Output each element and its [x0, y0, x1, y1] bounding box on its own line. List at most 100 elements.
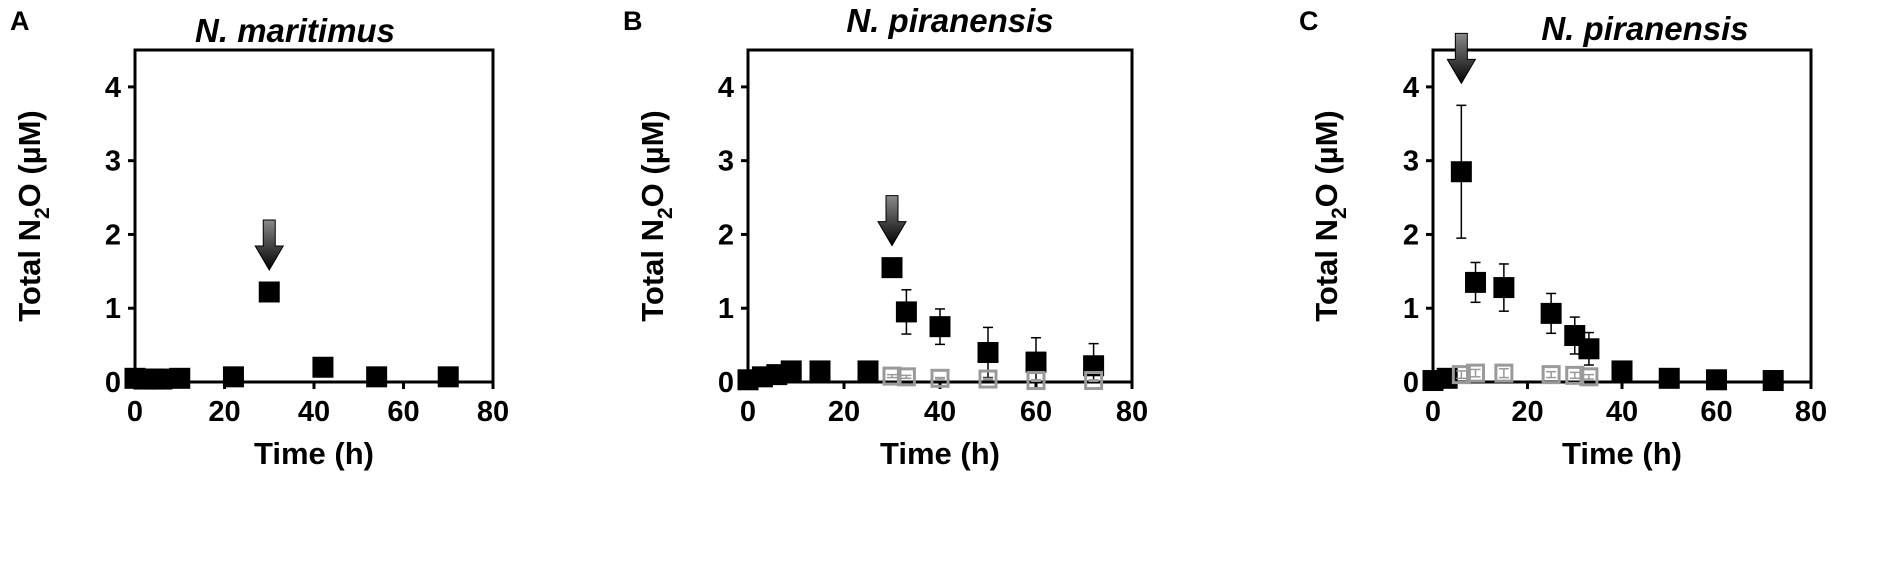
panel-letter: C — [1299, 6, 1319, 36]
y-tick-label: 0 — [1403, 367, 1419, 399]
arrow-shape — [254, 219, 285, 271]
y-axis-title-main: Total N — [12, 219, 47, 322]
panel-b: B N. piranensis 0 1 2 3 4 0 20 40 60 80 Time (h) Tota… — [615, 0, 1235, 582]
down-arrow-icon — [1446, 32, 1477, 85]
data-point-filled — [1658, 367, 1680, 389]
y-axis-title: Total N2O (µM) — [635, 110, 677, 322]
x-axis-title: Time (h) — [880, 436, 1000, 471]
data-point-filled — [1493, 277, 1515, 299]
data-point-filled — [929, 316, 951, 338]
y-axis-title-end: O (µM) — [635, 110, 670, 207]
data-point-open — [1579, 367, 1599, 387]
data-point-filled — [1762, 370, 1784, 392]
data-point-filled — [809, 360, 831, 382]
x-tick-label: 60 — [1700, 396, 1732, 428]
data-point-open — [896, 367, 916, 387]
data-point-filled — [151, 368, 173, 390]
data-point-filled — [881, 257, 903, 279]
x-tick-label: 60 — [1020, 396, 1052, 428]
data-point-open — [882, 366, 902, 386]
y-tick-label: 3 — [718, 146, 734, 178]
x-tick-label: 40 — [924, 396, 956, 428]
y-axis-title-sub: 2 — [654, 207, 677, 219]
x-tick-label: 80 — [1116, 396, 1148, 428]
x-tick-label: 20 — [828, 396, 860, 428]
y-tick-label: 3 — [105, 146, 121, 178]
data-point-filled — [895, 301, 917, 323]
data-point-open — [1494, 363, 1514, 383]
chart-title: N. piranensis — [846, 2, 1053, 39]
data-point-filled — [222, 366, 244, 388]
y-tick-label: 2 — [1403, 219, 1419, 251]
data-point-filled — [1465, 271, 1487, 293]
data-point-filled — [1025, 351, 1047, 373]
data-point-filled — [169, 367, 191, 389]
data-point-filled — [1706, 369, 1727, 391]
chart-title: N. piranensis — [1541, 10, 1748, 47]
x-tick-label: 40 — [1606, 396, 1638, 428]
y-tick-label: 4 — [105, 72, 121, 104]
data-point-filled — [1083, 355, 1105, 377]
down-arrow-icon — [877, 195, 907, 247]
data-point-filled — [312, 356, 334, 378]
down-arrow-icon — [254, 219, 285, 271]
x-tick-label: 40 — [298, 396, 330, 428]
plot-frame — [1431, 48, 1813, 384]
x-tick-label: 20 — [208, 396, 240, 428]
data-point-filled — [780, 360, 802, 382]
data-point-filled — [857, 360, 879, 382]
data-point-open — [1026, 371, 1046, 391]
y-tick-label: 1 — [1403, 293, 1419, 325]
panel-letter: B — [623, 6, 643, 36]
x-tick-label: 20 — [1511, 396, 1543, 428]
panel-c: C N. piranensis 0 1 2 3 4 0 20 40 60 80 Time (h) Tota… — [1287, 0, 1902, 582]
y-tick-label: 2 — [105, 219, 121, 251]
y-tick-label: 0 — [718, 367, 734, 399]
data-point-open — [978, 369, 998, 389]
x-tick-label: 0 — [127, 396, 143, 428]
data-point-open — [1084, 371, 1104, 391]
data-point-open — [1541, 365, 1561, 385]
data-point-filled — [1578, 338, 1600, 360]
y-axis-title: Total N2O (µM) — [1309, 110, 1351, 322]
y-tick-label: 2 — [718, 219, 734, 251]
data-point-filled — [1540, 302, 1562, 324]
y-tick-label: 4 — [1403, 72, 1419, 104]
y-tick-label: 3 — [1403, 146, 1419, 178]
data-point-filled — [1450, 161, 1472, 183]
arrow-shape — [1446, 32, 1477, 85]
x-axis-title: Time (h) — [254, 436, 374, 471]
data-point-filled — [437, 366, 459, 388]
x-tick-label: 0 — [1425, 396, 1441, 428]
y-axis-title-sub: 2 — [1328, 207, 1351, 219]
x-tick-label: 80 — [477, 396, 509, 428]
y-axis-title-main: Total N — [1309, 219, 1344, 322]
data-point-filled — [977, 341, 999, 363]
y-tick-label: 0 — [105, 367, 121, 399]
x-tick-label: 0 — [740, 396, 756, 428]
y-axis-title-end: O (µM) — [1309, 110, 1344, 207]
plot-frame — [133, 48, 495, 384]
x-axis-title: Time (h) — [1562, 436, 1682, 471]
data-point-open — [1451, 365, 1471, 385]
data-point-open — [1466, 363, 1486, 383]
panel-a: A N. maritimus 0 1 2 3 4 0 20 40 60 80 Time (h) Total… — [0, 0, 620, 582]
data-point-filled — [258, 281, 280, 303]
data-point-filled — [1611, 360, 1633, 382]
y-axis-title-end: O (µM) — [12, 110, 47, 207]
panel-letter: A — [10, 6, 30, 36]
data-point-open — [930, 368, 950, 388]
arrow-shape — [877, 195, 907, 247]
y-axis-title: Total N2O (µM) — [12, 110, 54, 322]
y-tick-label: 1 — [105, 293, 121, 325]
data-point-filled — [366, 366, 388, 388]
y-axis-title-sub: 2 — [31, 207, 54, 219]
y-axis-title-main: Total N — [635, 219, 670, 322]
x-tick-label: 80 — [1795, 396, 1827, 428]
y-tick-label: 1 — [718, 293, 734, 325]
y-tick-label: 4 — [718, 72, 734, 104]
data-point-open — [1565, 365, 1585, 385]
